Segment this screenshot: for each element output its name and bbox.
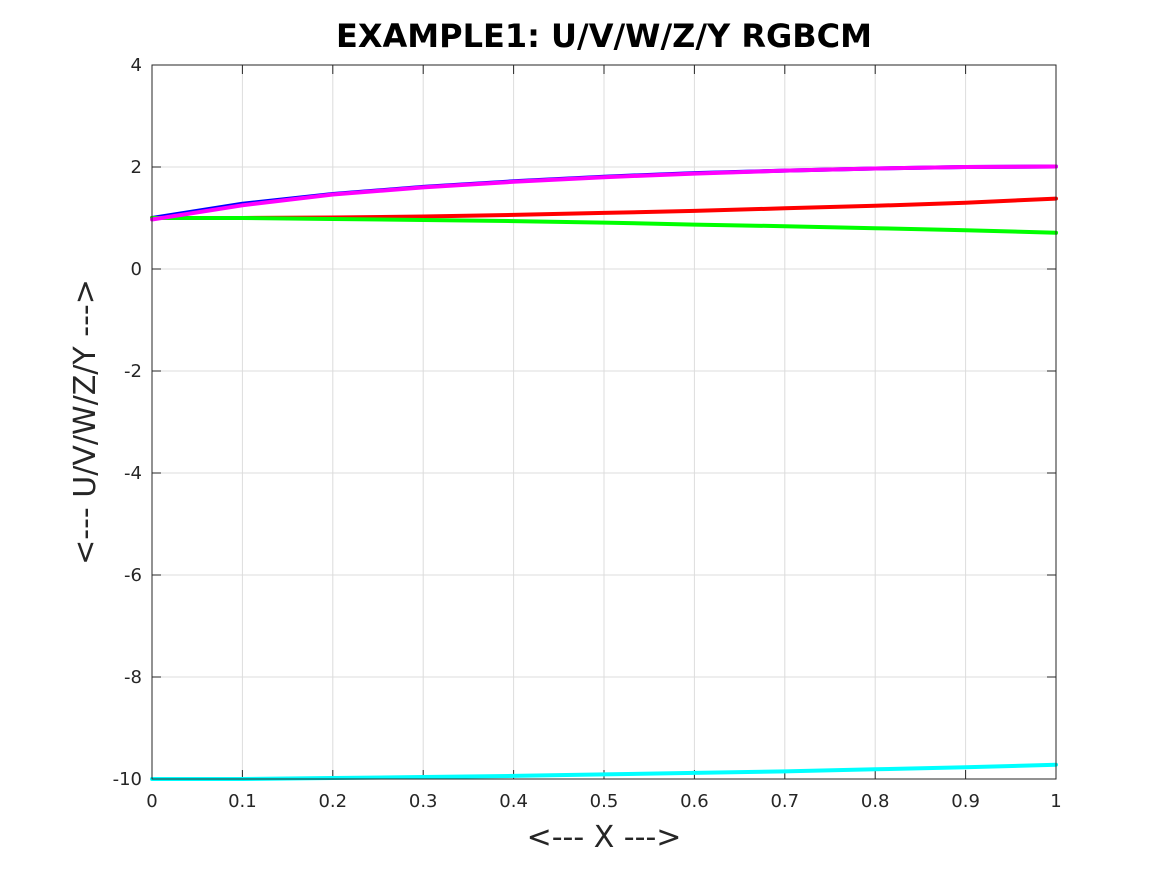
x-tick-label: 0.8 [861,791,890,812]
x-tick-labels: 0 0.1 0.2 0.3 0.4 0.5 0.6 0.7 0.8 0.9 1 [146,791,1061,812]
chart-title: EXAMPLE1: U/V/W/Z/Y RGBCM [336,17,872,55]
y-tick-label: 4 [131,55,142,76]
x-tick-label: 0.6 [680,791,709,812]
y-axis-label: <--- U/V/W/Z/Y ---> [68,279,103,565]
y-tick-label: -2 [124,361,142,382]
series-line-5 [150,164,1058,222]
x-tick-label: 0.7 [770,791,799,812]
y-tick-label: -6 [124,565,142,586]
y-tick-label: -4 [124,463,142,484]
y-tick-labels: -10 -8 -6 -4 -2 0 2 4 [113,55,142,790]
x-tick-label: 0.1 [228,791,257,812]
x-tick-label: 0.4 [499,791,528,812]
x-tick-label: 0.3 [409,791,438,812]
x-tick-label: 0.5 [590,791,619,812]
series-line-4 [150,762,1058,781]
series-line-3 [150,216,1058,235]
plot-frame [151,64,1057,780]
y-tick-label: 0 [131,259,142,280]
x-tick-label: 0 [146,791,157,812]
y-tick-label: -8 [124,667,142,688]
series-lines [150,164,1058,781]
x-tick-label: 0.2 [318,791,347,812]
y-tick-label: 2 [131,157,142,178]
x-axis-label: <--- X ---> [527,820,682,855]
y-tick-label: -10 [113,769,142,790]
x-tick-label: 0.9 [951,791,980,812]
x-tick-label: 1 [1050,791,1061,812]
